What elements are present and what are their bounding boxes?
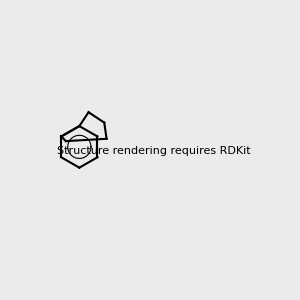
Text: Structure rendering requires RDKit: Structure rendering requires RDKit [57, 146, 250, 157]
